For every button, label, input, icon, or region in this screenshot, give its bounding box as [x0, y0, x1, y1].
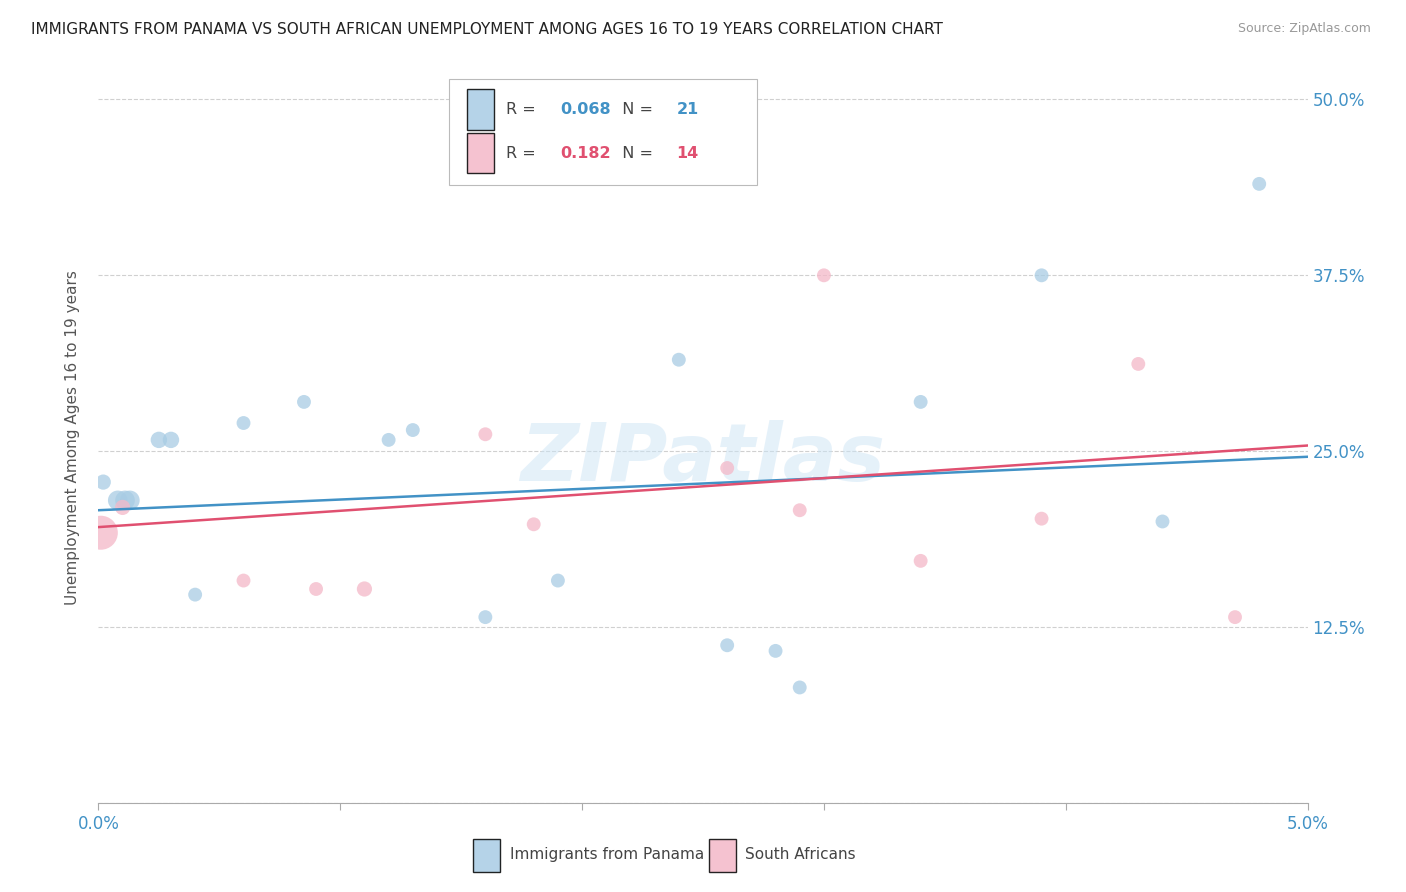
Point [547, 574, 569, 588]
Text: Immigrants from Panama: Immigrants from Panama [509, 847, 704, 862]
Point [1152, 515, 1174, 529]
Text: 21: 21 [676, 102, 699, 117]
Point [111, 500, 134, 515]
Point [789, 681, 811, 695]
Point [765, 644, 787, 658]
FancyBboxPatch shape [467, 133, 494, 173]
Text: IMMIGRANTS FROM PANAMA VS SOUTH AFRICAN UNEMPLOYMENT AMONG AGES 16 TO 19 YEARS C: IMMIGRANTS FROM PANAMA VS SOUTH AFRICAN … [31, 22, 943, 37]
Point [716, 461, 738, 475]
Point [813, 268, 835, 283]
Point [160, 433, 183, 447]
Point [716, 638, 738, 652]
Point [910, 554, 932, 568]
Point [523, 517, 546, 532]
Point [910, 395, 932, 409]
Text: 14: 14 [676, 145, 699, 161]
Point [292, 395, 315, 409]
Point [91, 475, 114, 489]
Point [377, 433, 399, 447]
Point [148, 433, 170, 447]
Point [402, 423, 425, 437]
Text: 0.068: 0.068 [561, 102, 612, 117]
Point [114, 493, 136, 508]
Text: South Africans: South Africans [745, 847, 856, 862]
Text: R =: R = [506, 102, 541, 117]
FancyBboxPatch shape [467, 89, 494, 129]
Point [1031, 511, 1053, 525]
FancyBboxPatch shape [449, 78, 758, 185]
Point [118, 493, 141, 508]
Point [789, 503, 811, 517]
Point [668, 352, 690, 367]
Text: ZIPatlas: ZIPatlas [520, 420, 886, 498]
FancyBboxPatch shape [709, 839, 735, 872]
Point [1249, 177, 1271, 191]
Point [232, 416, 254, 430]
Point [107, 493, 129, 508]
Point [90, 525, 112, 540]
Point [474, 610, 496, 624]
FancyBboxPatch shape [474, 839, 501, 872]
Text: R =: R = [506, 145, 541, 161]
Point [1128, 357, 1150, 371]
Text: N =: N = [613, 102, 658, 117]
Text: N =: N = [613, 145, 658, 161]
Point [184, 588, 207, 602]
Point [1223, 610, 1246, 624]
Point [305, 582, 328, 596]
Text: 0.182: 0.182 [561, 145, 612, 161]
Text: Source: ZipAtlas.com: Source: ZipAtlas.com [1237, 22, 1371, 36]
Y-axis label: Unemployment Among Ages 16 to 19 years: Unemployment Among Ages 16 to 19 years [65, 269, 80, 605]
Point [353, 582, 375, 596]
Point [474, 427, 496, 442]
Point [232, 574, 254, 588]
Point [1031, 268, 1053, 283]
